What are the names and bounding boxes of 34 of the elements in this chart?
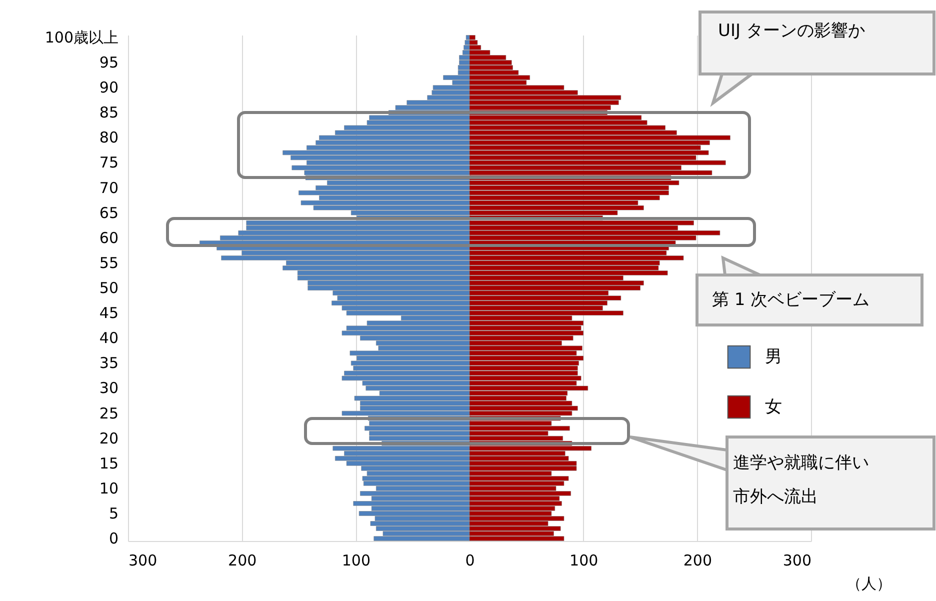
x-tick-label: 300 bbox=[782, 552, 812, 570]
y-tick-label: 70 bbox=[99, 178, 118, 197]
y-tick-label: 45 bbox=[99, 304, 118, 322]
y-tick-label: 80 bbox=[99, 128, 118, 147]
x-tick-label: 100 bbox=[342, 552, 370, 570]
y-tick-label: 15 bbox=[99, 454, 118, 472]
x-tick-label: 100 bbox=[570, 552, 598, 570]
y-tick-label: 30 bbox=[99, 379, 118, 398]
y-tick-label: 50 bbox=[99, 279, 118, 297]
y-tick-label: 65 bbox=[99, 204, 118, 222]
y-tick-label: 5 bbox=[108, 504, 118, 522]
x-tick-label: 0 bbox=[465, 552, 475, 570]
x-tick-label: 300 bbox=[128, 552, 158, 570]
y-tick-label: 90 bbox=[99, 78, 118, 97]
y-tick-label: 95 bbox=[99, 54, 118, 72]
y-tick-label: 10 bbox=[99, 479, 118, 498]
annotation: 第 1 次ベビーブーム bbox=[712, 289, 871, 312]
x-axis-title: （人） bbox=[846, 574, 892, 592]
y-tick-label: 100歳以上 bbox=[44, 28, 118, 46]
y-tick-label: 85 bbox=[99, 104, 118, 122]
x-tick-label: 200 bbox=[228, 552, 257, 570]
y-tick-label: 55 bbox=[99, 254, 118, 272]
y-tick-label: 0 bbox=[108, 530, 118, 548]
annotation: UIJ ターンの影響か bbox=[718, 20, 866, 43]
annotation: 進学や就職に伴い市外へ流出 bbox=[733, 452, 870, 509]
legend-label: 男 bbox=[765, 347, 782, 367]
y-tick-label: 75 bbox=[99, 154, 118, 172]
y-tick-label: 35 bbox=[99, 354, 118, 372]
y-tick-label: 25 bbox=[99, 404, 118, 422]
y-tick-label: 60 bbox=[99, 228, 118, 247]
y-tick-label: 20 bbox=[99, 429, 118, 448]
legend-label: 女 bbox=[765, 397, 782, 417]
x-tick-label: 200 bbox=[683, 552, 712, 570]
y-tick-label: 40 bbox=[99, 329, 118, 348]
